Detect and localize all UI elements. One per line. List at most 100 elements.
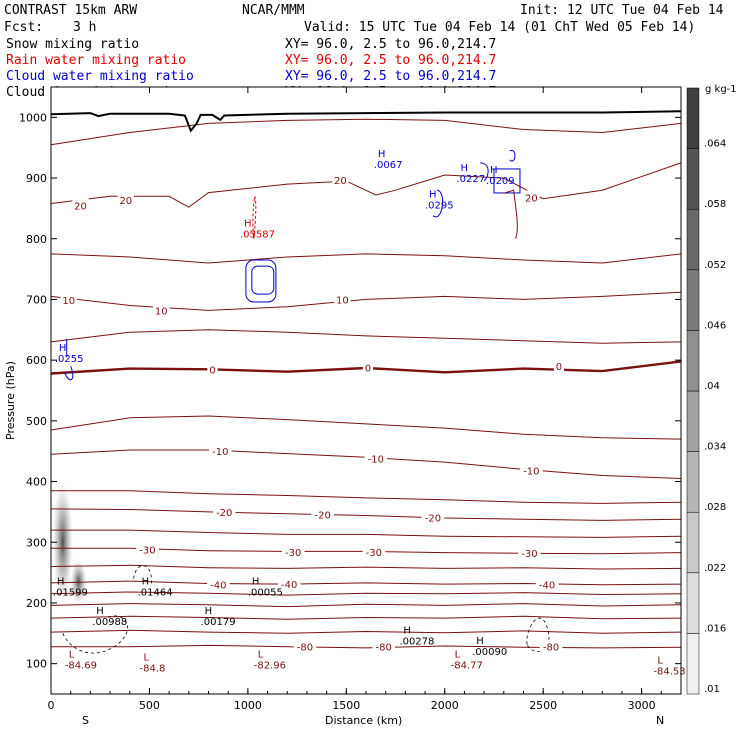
snow-max-marker-0: H bbox=[96, 606, 104, 617]
colorbar-label-4: .034 bbox=[704, 442, 726, 453]
x-tick-label-3: 1500 bbox=[332, 699, 360, 712]
temp-contour-5 bbox=[50, 580, 682, 586]
cloud-ice-min-marker-0: L bbox=[69, 650, 75, 661]
temp-label-13-2-bg bbox=[553, 359, 565, 373]
temp-label-7-1-bg bbox=[281, 544, 305, 558]
temp-label-15-1-bg bbox=[153, 303, 170, 317]
cloud-water-max-marker-0: H bbox=[59, 343, 67, 354]
temp-label-15-1: 10 bbox=[155, 306, 168, 317]
y-tick-label-4: 500 bbox=[26, 415, 47, 428]
temp-contour-6 bbox=[50, 564, 682, 570]
plot-area: -80 -80 -80 -40 -40 -40 -30 -30 -30 -30 -20 -20 -20 -… bbox=[19, 86, 686, 712]
colorbar-label-7: .052 bbox=[704, 260, 726, 271]
x-axis-label: Distance (km) bbox=[325, 714, 402, 727]
temp-contour-20-spur bbox=[503, 189, 518, 239]
y-tick-label-5: 600 bbox=[26, 354, 47, 367]
snow-max-value-6: .00090 bbox=[472, 647, 507, 658]
rain-contour-0 bbox=[252, 196, 257, 239]
temp-label-11-0-bg bbox=[209, 444, 232, 458]
axes: 0 500 1000 1500 2000 2500 30001002003004005006… bbox=[19, 87, 682, 712]
snow-max-value-5: .00278 bbox=[399, 636, 434, 647]
colorbar-bin-0 bbox=[686, 633, 700, 695]
y-tick-label-1: 200 bbox=[26, 597, 47, 610]
temp-label-0-1: -80 bbox=[376, 643, 392, 654]
cloud-water-contour-0 bbox=[64, 366, 74, 381]
temp-label-17-1: 20 bbox=[119, 196, 132, 207]
snow-max-value-2: .01599 bbox=[53, 588, 88, 599]
cloud-water-max-value-2: .0067 bbox=[374, 160, 403, 171]
field-xy-1: XY= 96.0, 2.5 to 96.0,214.7 bbox=[285, 53, 496, 68]
temp-contour-18 bbox=[50, 118, 682, 146]
valid-time: Valid: 15 UTC Tue 04 Feb 14 (01 ChT Wed … bbox=[304, 20, 695, 35]
cloud-water-max-marker-4: H bbox=[490, 165, 498, 176]
cloud-ice-contour-1 bbox=[133, 565, 152, 585]
temp-contour-1 bbox=[50, 629, 682, 634]
cloud-ice-min-marker-4: L bbox=[657, 656, 663, 667]
snow-max-marker-3: H bbox=[142, 577, 150, 588]
temp-label-7-3-bg bbox=[518, 546, 541, 560]
cloud-ice-min-marker-1: L bbox=[144, 653, 150, 664]
cloud-ice-min-value-4: -84.53 bbox=[653, 667, 685, 678]
cloud-ice-contour-0 bbox=[62, 615, 128, 654]
y-tick-label-8: 900 bbox=[26, 172, 47, 185]
temp-label-11-2: -10 bbox=[523, 467, 539, 478]
x-tick-label-6: 3000 bbox=[628, 699, 656, 712]
field-name-0: Snow mixing ratio bbox=[6, 37, 139, 52]
north-label: N bbox=[656, 714, 664, 727]
temp-label-9-0-bg bbox=[212, 504, 236, 518]
y-tick-label-9: 1000 bbox=[19, 111, 47, 124]
temp-label-5-0-bg bbox=[207, 577, 230, 591]
snow-max-marker-6: H bbox=[476, 636, 484, 647]
temp-contour-3 bbox=[50, 603, 682, 608]
temp-label-9-1-bg bbox=[311, 507, 334, 521]
y-tick-label-6: 700 bbox=[26, 293, 47, 306]
temp-label-17-2: 20 bbox=[334, 176, 347, 187]
temp-label-7-1: -30 bbox=[285, 548, 301, 559]
colorbar-bin-6 bbox=[686, 269, 700, 331]
field-xy-2: XY= 96.0, 2.5 to 96.0,214.7 bbox=[285, 69, 496, 84]
cloud-water-max-value-4: .0209 bbox=[486, 176, 515, 187]
terrain-line bbox=[50, 110, 682, 133]
temp-label-17-2-bg bbox=[332, 172, 349, 186]
cloud-water-max-value-0: .0255 bbox=[55, 354, 84, 365]
temp-label-9-1: -20 bbox=[315, 510, 331, 521]
fcst-value: 3 h bbox=[73, 20, 96, 35]
fcst-label: Fcst: bbox=[4, 20, 43, 35]
temp-label-0-2: -80 bbox=[543, 643, 559, 654]
temp-label-9-2: -20 bbox=[425, 513, 441, 524]
temp-label-7-2-bg bbox=[362, 544, 386, 558]
init-time: Init: 12 UTC Tue 04 Feb 14 bbox=[520, 3, 724, 18]
temp-label-11-1-bg bbox=[364, 451, 388, 465]
temp-contour-16 bbox=[50, 253, 682, 264]
cloud-water-max-value-1: .0295 bbox=[425, 200, 454, 211]
cloud-water-max-value-3: .0227 bbox=[457, 174, 486, 185]
rain-max-marker-0: H bbox=[244, 219, 252, 230]
y-tick-label-3: 400 bbox=[26, 476, 47, 489]
terrain-path bbox=[50, 110, 682, 133]
temp-contour-2 bbox=[50, 615, 682, 620]
colorbar-bin-1 bbox=[686, 572, 700, 634]
colorbar-bin-4 bbox=[686, 390, 700, 452]
temp-label-11-1: -10 bbox=[368, 454, 384, 465]
temp-label-17-3: 20 bbox=[525, 193, 538, 204]
cloud-ice-min-value-3: -84.77 bbox=[451, 661, 483, 672]
temp-contour-12 bbox=[50, 415, 682, 440]
temp-contour-14 bbox=[50, 329, 682, 344]
temp-label-0-2-bg bbox=[539, 639, 563, 653]
colorbar-bin-7 bbox=[686, 208, 700, 271]
contour-labels: -80 -80 -80 -40 -40 -40 -30 -30 -30 -30 -20 -20 -20 -… bbox=[53, 149, 686, 678]
colorbar-label-0: .01 bbox=[704, 684, 720, 695]
colorbar-label-1: .016 bbox=[704, 623, 726, 634]
y-tick-label-7: 800 bbox=[26, 233, 47, 246]
colorbar-label-5: .04 bbox=[704, 381, 720, 392]
x-tick-label-4: 2000 bbox=[431, 699, 459, 712]
field-xy-0: XY= 96.0, 2.5 to 96.0,214.7 bbox=[285, 37, 496, 52]
cloud-water-contour-7 bbox=[509, 150, 516, 162]
snow-max-value-3: .01464 bbox=[138, 588, 173, 599]
cloud-water-max-marker-3: H bbox=[461, 163, 469, 174]
colorbar-label-2: .022 bbox=[704, 563, 726, 574]
snow-max-marker-4: H bbox=[252, 577, 260, 588]
x-tick-label-1: 500 bbox=[139, 699, 160, 712]
snow-max-value-4: .00055 bbox=[248, 588, 283, 599]
